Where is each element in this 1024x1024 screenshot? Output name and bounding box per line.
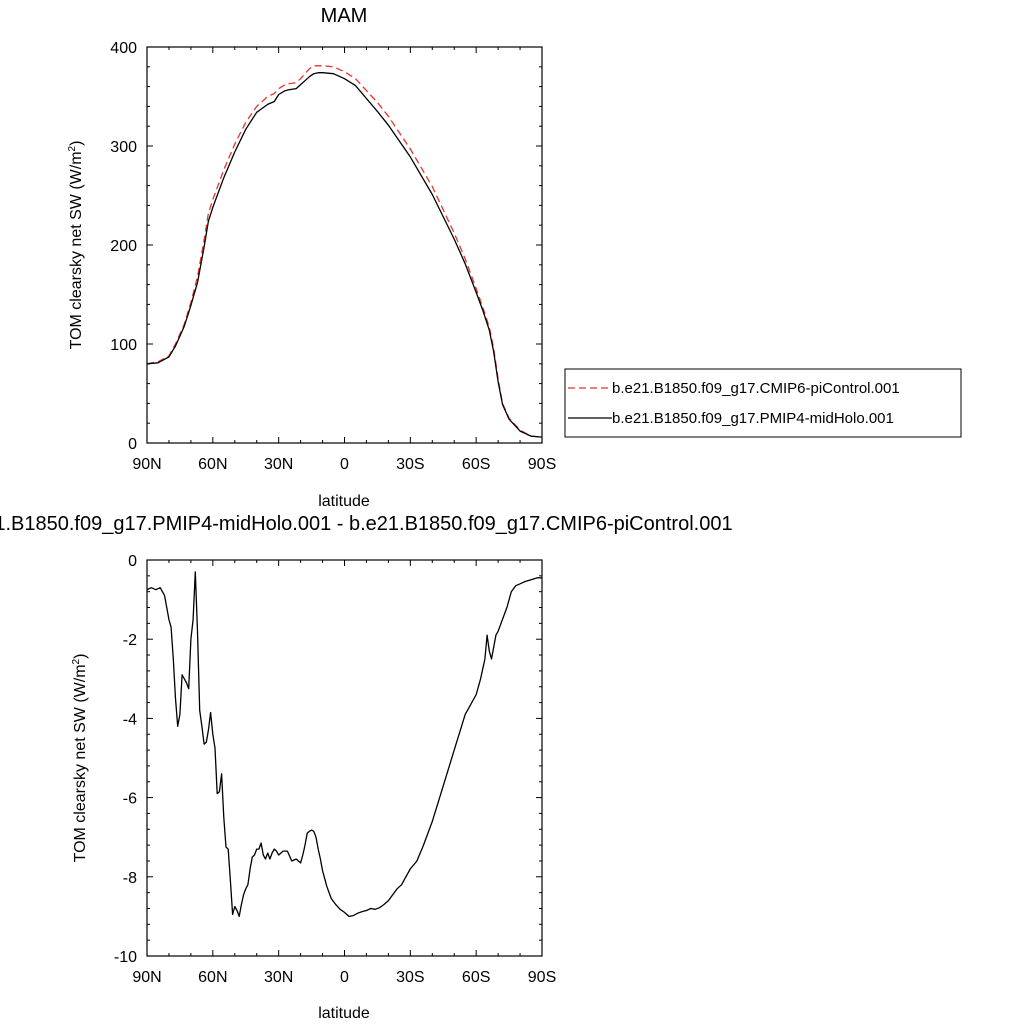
top-x-tick-label: 60S <box>462 456 490 473</box>
top-x-axis-label: latitude <box>318 493 370 510</box>
top-y-tick-label: 100 <box>110 337 137 354</box>
top-chart-title: MAM <box>321 5 368 27</box>
bottom-panel: b.e21.B1850.f09_g17.PMIP4-midHolo.001 - … <box>0 513 733 1022</box>
top-x-tick-label: 30S <box>396 456 424 473</box>
bottom-y-tick-label: -10 <box>114 949 137 966</box>
top-y-tick-label: 300 <box>110 139 137 156</box>
top-y-tick-label: 400 <box>110 40 137 57</box>
top-y-axis-label-close: ) <box>68 141 85 146</box>
bottom-y-axis-label-text: TOM clearsky net SW (W/m <box>72 664 89 862</box>
bottom-y-tick-label: -6 <box>123 791 137 808</box>
top-plot-frame <box>146 46 543 444</box>
top-series-line-control <box>146 65 543 438</box>
legend-box <box>564 368 962 438</box>
bottom-plot-frame <box>146 559 543 957</box>
legend: b.e21.B1850.f09_g17.CMIP6-piControl.001 … <box>564 368 962 438</box>
bottom-x-tick-label: 90S <box>528 969 556 986</box>
bottom-x-tick-label: 0 <box>340 969 349 986</box>
legend-label-control: b.e21.B1850.f09_g17.CMIP6-piControl.001 <box>612 380 900 397</box>
bottom-y-axis-label: TOM clearsky net SW (W/m2) <box>71 654 89 863</box>
bottom-y-axis-label-superscript: 2 <box>71 658 82 664</box>
legend-label-midholo: b.e21.B1850.f09_g17.PMIP4-midHolo.001 <box>612 410 894 427</box>
bottom-y-tick-label: 0 <box>128 553 137 570</box>
top-panel: MAM 90N 60N 30N 0 30S 60S 90S 0 100 200 300 400 lat… <box>67 5 556 510</box>
top-y-tick-label: 0 <box>128 436 137 453</box>
bottom-x-tick-label: 90N <box>132 969 161 986</box>
top-y-tick-label: 200 <box>110 238 137 255</box>
top-x-tick-label: 90S <box>528 456 556 473</box>
top-y-axis-label-superscript: 2 <box>67 145 78 151</box>
top-x-tick-label: 30N <box>264 456 293 473</box>
top-x-tick-label: 60N <box>198 456 227 473</box>
top-series-line-midholo <box>146 72 543 438</box>
bottom-x-axis-label: latitude <box>318 1005 370 1022</box>
bottom-series-line-difference <box>146 571 542 918</box>
bottom-y-tick-label: -4 <box>123 711 137 728</box>
bottom-x-tick-label: 60N <box>198 969 227 986</box>
bottom-x-tick-label: 30S <box>396 969 424 986</box>
top-x-tick-label: 0 <box>340 456 349 473</box>
top-y-axis-label-text: TOM clearsky net SW (W/m <box>68 151 85 349</box>
bottom-x-tick-label: 30N <box>264 969 293 986</box>
bottom-y-tick-label: -2 <box>123 632 137 649</box>
bottom-chart-title: b.e21.B1850.f09_g17.PMIP4-midHolo.001 - … <box>0 513 733 535</box>
top-y-axis-label: TOM clearsky net SW (W/m2) <box>67 141 85 350</box>
top-x-tick-label: 90N <box>132 456 161 473</box>
bottom-x-tick-label: 60S <box>462 969 490 986</box>
bottom-y-tick-label: -8 <box>123 870 137 887</box>
bottom-y-axis-label-close: ) <box>72 654 89 659</box>
